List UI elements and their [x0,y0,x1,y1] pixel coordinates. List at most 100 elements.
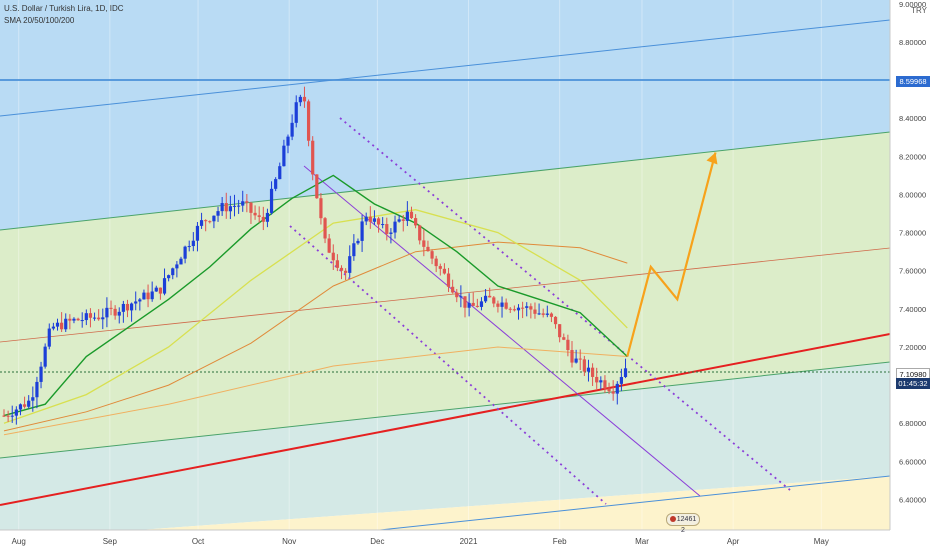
price-tick-label: 7.80000 [899,229,926,238]
candle-body [212,215,216,222]
candle-body [586,367,591,372]
candle-body [55,322,60,327]
candle-body [249,202,253,213]
price-tick-label: 9.00000 [899,0,926,9]
sma100-line [3,241,628,432]
candle-body [356,240,360,244]
candle-body [611,391,615,394]
candle-body [414,218,418,226]
countdown-badge: 01:45:32 [896,378,930,389]
candle-body [504,302,508,309]
candle-body [595,376,599,383]
candle-body [39,366,43,382]
candle-body [360,221,364,241]
candle-body [422,240,426,247]
channel-line-bottom [379,475,891,531]
candle-body [179,258,183,265]
candle-body [51,326,55,329]
channel-band-lower [0,362,890,540]
candle-body [282,145,286,167]
time-axis-bg [0,530,932,550]
sma20-line [3,174,628,417]
currency-label: TRY [911,6,927,15]
candle-body [311,140,315,175]
candle-body [237,205,241,207]
candle-body [475,305,479,307]
time-tick-label: Mar [635,537,649,546]
candle-body [101,317,105,320]
candle-body [224,203,228,212]
candle-body [175,264,179,269]
price-tick-label: 8.80000 [899,38,926,47]
price-tick-label: 7.40000 [899,305,926,314]
candle-body [323,218,327,239]
candle-body [195,225,200,241]
candle-body [269,188,274,213]
time-tick-label: Feb [553,537,567,546]
projection-arrow-head-icon [706,152,718,165]
candle-body [22,404,27,407]
candle-body [418,225,422,241]
candle-body [578,358,582,360]
candle-body [430,251,434,259]
candle-body [47,328,51,347]
price-tick-label: 8.00000 [899,190,926,199]
candle-body [134,301,138,304]
candle-body [327,238,331,253]
candle-body [344,270,348,273]
candle-body [35,381,39,398]
candle-body [220,203,224,212]
candle-body [228,206,232,212]
candle-body [566,339,570,351]
candle-body [88,313,93,318]
candle-body [290,122,294,137]
candle-body [199,220,204,226]
candle-body [570,350,574,363]
candle-body [6,415,10,417]
candle-body [467,302,471,308]
candle-body [31,397,35,401]
candle-body [302,96,307,102]
candle-body [187,246,191,248]
candle-body [315,174,319,199]
candle-body [306,101,311,141]
candle-body [60,322,64,330]
candle-body [348,256,352,273]
candle-body [549,313,554,317]
candle-body [154,287,158,292]
candle-body [339,267,344,271]
candle-body [183,246,187,259]
candle-body [381,224,385,226]
price-tick-label: 8.20000 [899,152,926,161]
candle-body [599,380,603,383]
candle-body [150,291,154,300]
price-tick-label: 7.20000 [899,343,926,352]
candle-body [372,218,377,222]
candle-body [216,211,220,216]
candle-body [397,219,401,222]
candle-body [389,232,393,234]
flag-icon [669,516,676,523]
candle-body [64,318,68,330]
economic-events-badge[interactable]: 12461 2 [666,513,700,534]
candle-body [438,266,442,269]
price-tick-label: 6.40000 [899,495,926,504]
sma50-line [3,209,628,424]
price-tick-label: 6.80000 [899,419,926,428]
candle-body [105,307,109,318]
candle-body [335,260,339,268]
candle-body [208,221,212,223]
candle-body [298,96,302,103]
candle-body [80,320,84,322]
candle-body [434,258,438,267]
sma200-line [3,346,628,436]
time-axis: Aug Sep Oct Nov Dec 2021 Feb Mar Apr May [0,529,932,550]
candle-body [455,292,459,298]
candle-body [265,212,270,222]
level-price-badge: 8.59968 [896,76,930,87]
candle-body [607,388,611,392]
candle-body [537,313,541,315]
red-trend-line [0,333,891,506]
